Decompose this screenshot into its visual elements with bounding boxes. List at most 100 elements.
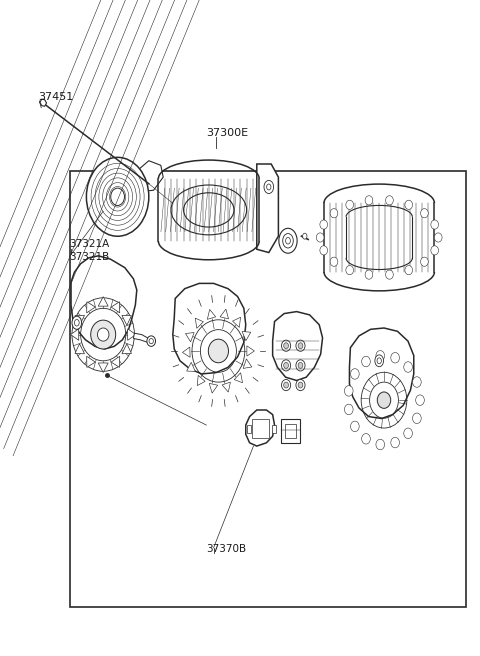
Polygon shape xyxy=(111,356,120,367)
Bar xyxy=(285,424,296,438)
Polygon shape xyxy=(242,331,251,340)
Ellipse shape xyxy=(208,339,228,363)
Ellipse shape xyxy=(171,185,247,235)
Ellipse shape xyxy=(296,340,305,352)
Ellipse shape xyxy=(286,237,290,244)
Ellipse shape xyxy=(376,440,384,450)
Ellipse shape xyxy=(385,270,393,279)
Ellipse shape xyxy=(298,382,303,388)
Text: 37321B: 37321B xyxy=(70,253,110,262)
Text: 37370B: 37370B xyxy=(206,544,247,554)
Polygon shape xyxy=(98,363,108,373)
Polygon shape xyxy=(222,382,230,392)
Ellipse shape xyxy=(86,157,149,236)
Ellipse shape xyxy=(416,395,424,405)
Ellipse shape xyxy=(346,200,353,209)
Polygon shape xyxy=(257,164,278,253)
Polygon shape xyxy=(122,316,132,325)
Polygon shape xyxy=(40,99,47,106)
Ellipse shape xyxy=(149,338,154,344)
Ellipse shape xyxy=(391,438,399,448)
Ellipse shape xyxy=(350,421,359,432)
Ellipse shape xyxy=(316,233,324,242)
Ellipse shape xyxy=(296,379,305,391)
Ellipse shape xyxy=(434,233,442,242)
Bar xyxy=(247,425,251,433)
Ellipse shape xyxy=(375,355,384,367)
Ellipse shape xyxy=(391,352,399,363)
Polygon shape xyxy=(185,333,194,342)
Polygon shape xyxy=(98,297,108,306)
Ellipse shape xyxy=(74,319,79,326)
Polygon shape xyxy=(349,328,414,419)
Ellipse shape xyxy=(298,342,303,349)
Ellipse shape xyxy=(350,369,359,379)
Bar xyxy=(70,171,466,607)
Polygon shape xyxy=(111,302,120,313)
Ellipse shape xyxy=(420,209,428,218)
Polygon shape xyxy=(128,329,136,340)
Ellipse shape xyxy=(405,200,413,209)
Ellipse shape xyxy=(330,257,338,266)
Ellipse shape xyxy=(404,361,412,372)
Ellipse shape xyxy=(284,382,288,388)
Ellipse shape xyxy=(377,358,382,363)
Ellipse shape xyxy=(267,184,271,190)
Polygon shape xyxy=(232,318,240,327)
Polygon shape xyxy=(136,161,163,192)
Ellipse shape xyxy=(298,362,303,369)
Polygon shape xyxy=(75,316,84,325)
Polygon shape xyxy=(246,410,275,446)
Bar xyxy=(281,419,300,443)
Polygon shape xyxy=(243,359,252,369)
Polygon shape xyxy=(182,347,190,358)
Polygon shape xyxy=(234,373,242,382)
Polygon shape xyxy=(273,312,323,380)
Ellipse shape xyxy=(147,336,156,346)
Polygon shape xyxy=(122,344,132,354)
Ellipse shape xyxy=(302,233,307,239)
Ellipse shape xyxy=(111,188,124,205)
Ellipse shape xyxy=(279,228,297,253)
Ellipse shape xyxy=(320,220,327,229)
Polygon shape xyxy=(87,356,95,367)
Ellipse shape xyxy=(405,266,413,275)
Ellipse shape xyxy=(420,257,428,266)
Polygon shape xyxy=(133,333,149,342)
Bar xyxy=(272,425,276,433)
Ellipse shape xyxy=(365,270,373,279)
Ellipse shape xyxy=(404,428,412,439)
Polygon shape xyxy=(195,318,204,328)
Ellipse shape xyxy=(320,246,327,255)
Text: 37451: 37451 xyxy=(38,92,73,102)
Polygon shape xyxy=(173,283,246,374)
Ellipse shape xyxy=(296,359,305,371)
Ellipse shape xyxy=(376,350,384,361)
Polygon shape xyxy=(187,362,195,371)
Polygon shape xyxy=(220,309,228,319)
Ellipse shape xyxy=(264,180,274,194)
Polygon shape xyxy=(247,346,254,356)
Polygon shape xyxy=(207,310,216,319)
Ellipse shape xyxy=(97,328,109,341)
Bar xyxy=(252,419,269,438)
Ellipse shape xyxy=(431,246,439,255)
Ellipse shape xyxy=(281,359,290,371)
Ellipse shape xyxy=(345,386,353,396)
Ellipse shape xyxy=(413,377,421,387)
Polygon shape xyxy=(71,329,79,340)
Text: 37321A: 37321A xyxy=(70,239,110,249)
Ellipse shape xyxy=(72,316,82,329)
Polygon shape xyxy=(87,302,95,313)
Ellipse shape xyxy=(184,193,234,227)
Polygon shape xyxy=(75,344,84,354)
Text: 37300E: 37300E xyxy=(206,128,249,138)
Polygon shape xyxy=(197,375,205,386)
Ellipse shape xyxy=(385,195,393,205)
Ellipse shape xyxy=(281,379,290,391)
Ellipse shape xyxy=(91,320,116,349)
Ellipse shape xyxy=(413,413,421,424)
Ellipse shape xyxy=(362,356,371,367)
Ellipse shape xyxy=(281,340,290,352)
Ellipse shape xyxy=(283,234,293,248)
